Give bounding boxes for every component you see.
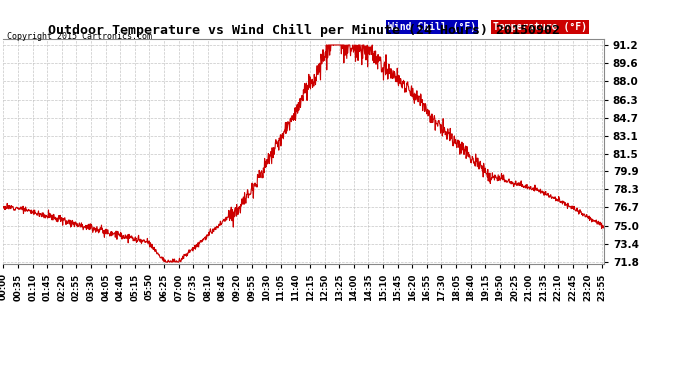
Text: Wind Chill (°F): Wind Chill (°F) — [388, 22, 476, 32]
Title: Outdoor Temperature vs Wind Chill per Minute (24 Hours) 20150902: Outdoor Temperature vs Wind Chill per Mi… — [48, 24, 560, 37]
Text: Temperature (°F): Temperature (°F) — [493, 22, 586, 32]
Text: Copyright 2015 Cartronics.com: Copyright 2015 Cartronics.com — [7, 32, 152, 41]
